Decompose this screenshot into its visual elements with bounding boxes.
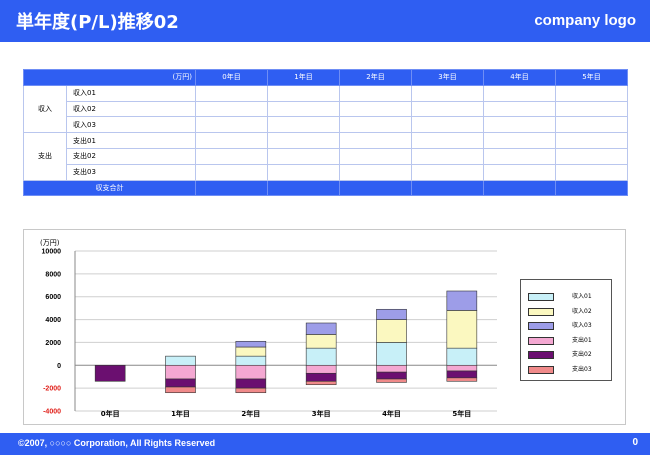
bar-segment bbox=[376, 371, 407, 380]
legend-label: 支出02 bbox=[572, 351, 592, 358]
bar-segment bbox=[235, 355, 267, 366]
legend-label: 収入01 bbox=[572, 293, 592, 300]
footer-bar: ©2007, ○○○○ Corporation, All Rights Rese… bbox=[0, 433, 650, 455]
legend-item: 支出03 bbox=[528, 365, 608, 375]
y-tick-label: 2000 bbox=[45, 340, 61, 347]
table-cell[interactable] bbox=[267, 179, 340, 197]
bar-segment bbox=[376, 319, 407, 343]
bar-segment bbox=[446, 310, 478, 349]
legend-item: 収入03 bbox=[528, 321, 608, 331]
bar-segment bbox=[165, 355, 196, 366]
pl-table: (万円) 0年目 1年目 2年目 3年目 4年目 5年目 収入 収入01 収入0… bbox=[23, 69, 628, 197]
legend-swatch bbox=[528, 351, 554, 359]
table-row: 支出02 bbox=[24, 147, 628, 165]
bar-segment bbox=[165, 378, 196, 388]
bar-segment bbox=[235, 364, 267, 380]
legend-item: 支出02 bbox=[528, 350, 608, 360]
table-row: 支出 支出01 bbox=[23, 132, 628, 181]
bar-segment bbox=[94, 364, 126, 382]
legend-label: 支出03 bbox=[572, 365, 592, 373]
y-tick-label: -2000 bbox=[43, 386, 61, 393]
unit-header: (万円) bbox=[23, 69, 196, 86]
legend-label: 収入02 bbox=[572, 307, 592, 315]
y-tick-label: 8000 bbox=[45, 271, 61, 278]
legend-swatch bbox=[528, 293, 554, 301]
bar-segment bbox=[305, 380, 337, 386]
bar-segment bbox=[305, 347, 337, 366]
page-number: 0 bbox=[632, 437, 638, 448]
legend-item: 収入01 bbox=[528, 292, 608, 302]
bar-segment bbox=[376, 378, 407, 383]
legend-label: 支出01 bbox=[572, 336, 592, 344]
table-cell[interactable] bbox=[339, 179, 412, 197]
company-logo: company logo bbox=[534, 12, 636, 29]
table-row: 収入03 bbox=[24, 116, 628, 134]
table-cell[interactable] bbox=[483, 179, 556, 197]
legend-item: 支出01 bbox=[528, 336, 608, 346]
legend-item: 収入02 bbox=[528, 307, 608, 317]
page-title: 単年度(P/L)推移02 bbox=[16, 12, 179, 33]
bar-segment bbox=[376, 364, 407, 373]
pl-chart: 10000 8000 6000 4000 2000 0 -2000 -4000 (万円) 0年目 1… bbox=[40, 239, 497, 418]
bar-segment bbox=[165, 364, 196, 380]
bar-segment bbox=[235, 346, 267, 357]
expense-category: 支出 bbox=[23, 132, 67, 181]
x-tick-label: 3年目 bbox=[312, 409, 331, 418]
x-tick-label: 2年目 bbox=[241, 409, 260, 418]
column-header: 4年目 bbox=[483, 69, 556, 86]
bar-segment bbox=[305, 322, 337, 335]
bar-segment bbox=[165, 386, 196, 394]
x-tick-label: 0年目 bbox=[101, 409, 120, 418]
legend-swatch bbox=[528, 307, 554, 316]
x-tick-label: 4年目 bbox=[382, 409, 401, 418]
bar-segment bbox=[235, 387, 267, 394]
column-header: 2年目 bbox=[339, 69, 412, 86]
column-header: 1年目 bbox=[267, 69, 340, 86]
y-axis-label: (万円) bbox=[40, 239, 60, 247]
bar-segment bbox=[446, 377, 478, 382]
bar-segment bbox=[305, 364, 337, 374]
table-cell[interactable] bbox=[411, 179, 484, 197]
bar-segment bbox=[446, 370, 478, 379]
bar-segment bbox=[376, 308, 407, 320]
x-tick-label: 1年目 bbox=[171, 409, 190, 418]
x-tick-label: 5年目 bbox=[452, 409, 471, 418]
bar-segment bbox=[305, 334, 337, 349]
y-tick-label: 6000 bbox=[45, 294, 61, 301]
legend-swatch bbox=[528, 322, 554, 330]
bar-segment bbox=[305, 372, 337, 382]
header-bar: 単年度(P/L)推移02 company logo bbox=[0, 0, 650, 42]
bar-segment bbox=[446, 364, 478, 372]
bar-segment bbox=[446, 290, 478, 311]
y-tick-label: 4000 bbox=[45, 317, 61, 324]
legend-swatch bbox=[528, 336, 554, 345]
table-cell[interactable] bbox=[555, 179, 628, 197]
chart-legend: 収入01 収入02 収入03 支出01 支出02 支出03 bbox=[520, 279, 612, 381]
bar-segment bbox=[235, 378, 267, 389]
legend-label: 収入03 bbox=[572, 322, 592, 329]
y-tick-label: 10000 bbox=[42, 249, 62, 256]
income-category: 収入 bbox=[23, 84, 67, 134]
total-label: 収支合計 bbox=[23, 179, 196, 197]
bar-segment bbox=[446, 347, 478, 366]
bar-segment bbox=[235, 340, 267, 348]
copyright: ©2007, ○○○○ Corporation, All Rights Rese… bbox=[18, 438, 216, 448]
bar-segment bbox=[376, 342, 407, 366]
table-cell[interactable] bbox=[195, 179, 268, 197]
legend-swatch bbox=[528, 365, 554, 374]
total-row: 収支合計 bbox=[23, 179, 628, 197]
y-tick-label: -4000 bbox=[43, 409, 61, 416]
y-tick-label: 0 bbox=[57, 363, 61, 370]
